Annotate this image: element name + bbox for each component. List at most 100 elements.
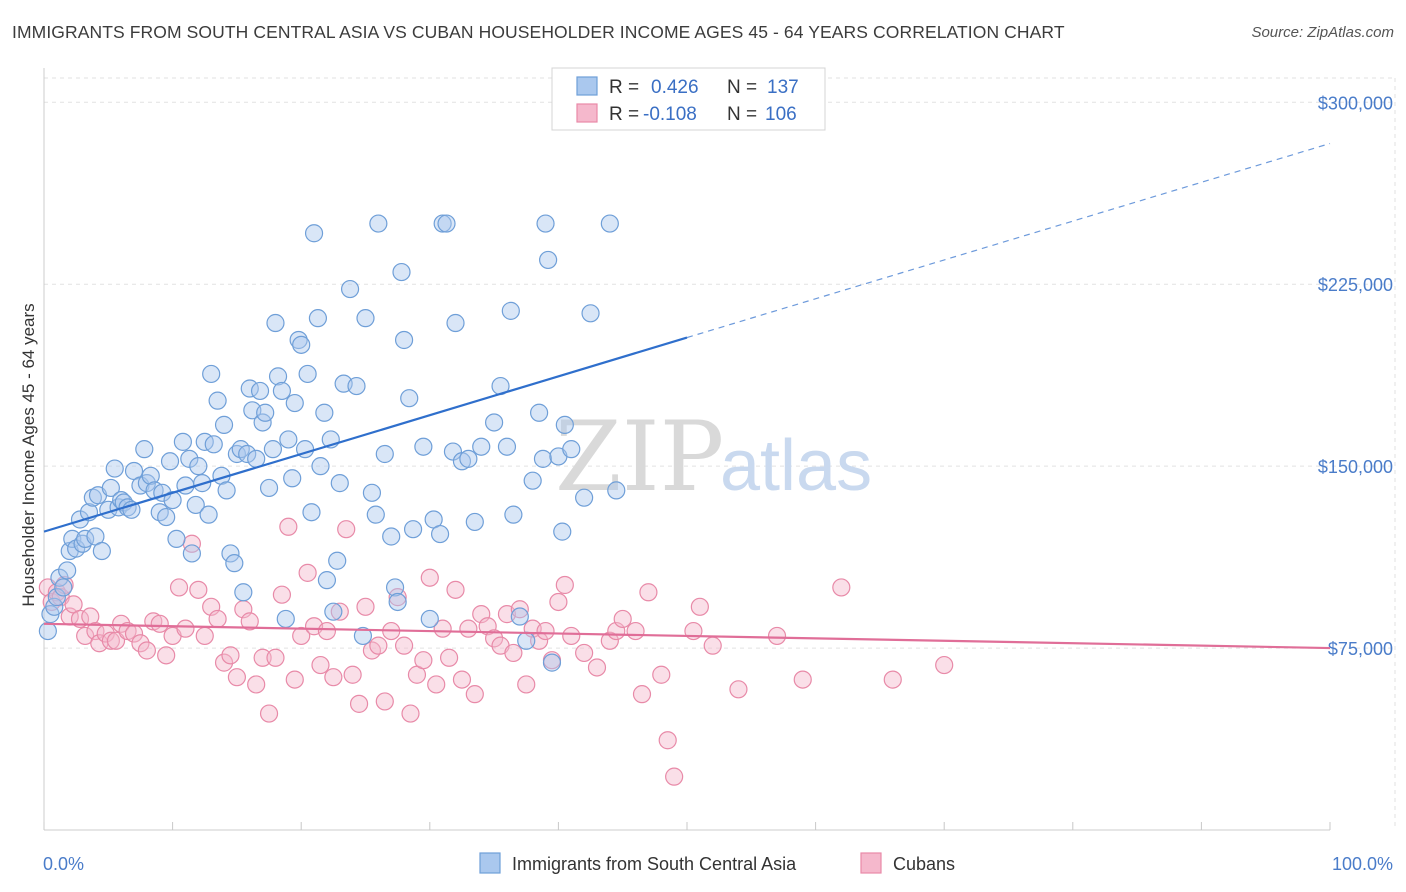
cubans-point-86 xyxy=(575,643,594,663)
cubans-point-48 xyxy=(324,668,343,687)
south-central-asia-point-87 xyxy=(330,474,349,493)
south-central-asia-point-101 xyxy=(394,330,414,350)
cubans-point-104 xyxy=(883,670,902,689)
south-central-asia-point-70 xyxy=(276,609,295,629)
cubans-point-64 xyxy=(427,675,446,694)
south-central-asia-point-77 xyxy=(298,364,317,384)
cubans-point-85 xyxy=(562,626,581,646)
south-central-asia-point-64 xyxy=(256,403,275,422)
south-central-asia-point-93 xyxy=(362,483,382,502)
cubans-point-84 xyxy=(555,575,574,595)
south-central-asia-point-128 xyxy=(542,653,562,672)
y-tick-label-2: $225,000 xyxy=(1318,275,1393,295)
south-central-asia-point-130 xyxy=(553,522,572,541)
cubans-point-88 xyxy=(600,631,619,650)
south-central-asia-point-85 xyxy=(324,602,343,621)
cubans-point-67 xyxy=(446,580,465,599)
cubans-point-44 xyxy=(298,563,317,582)
bottom-legend-swatch-blue xyxy=(479,852,501,874)
south-central-asia-point-79 xyxy=(304,224,324,243)
y-axis-label: Householder Income Ages 45 - 64 years xyxy=(19,303,38,606)
bottom-legend: Immigrants from South Central Asia Cuban… xyxy=(479,852,955,874)
south-central-asia-point-57 xyxy=(234,583,253,602)
south-central-asia-point-36 xyxy=(163,490,182,510)
south-central-asia-point-58 xyxy=(238,444,257,464)
trend-line-south-central-asia xyxy=(43,336,688,533)
cubans-point-46 xyxy=(311,655,330,675)
south-central-asia-point-86 xyxy=(328,551,347,570)
south-central-asia-point-34 xyxy=(157,507,176,527)
cubans-point-55 xyxy=(369,636,388,655)
south-central-asia-point-72 xyxy=(283,469,302,488)
south-central-asia-point-136 xyxy=(607,481,626,500)
cubans-point-78 xyxy=(517,675,536,694)
south-central-asia-point-95 xyxy=(369,214,388,233)
cubans-point-21 xyxy=(150,614,169,633)
source-credit: Source: ZipAtlas.com xyxy=(1251,24,1394,41)
south-central-asia-point-94 xyxy=(366,505,385,524)
cubans-point-94 xyxy=(652,665,671,684)
south-central-asia-point-69 xyxy=(272,381,292,401)
cubans-point-99 xyxy=(703,636,722,655)
south-central-asia-point-74 xyxy=(289,330,308,350)
south-central-asia-point-52 xyxy=(217,481,236,500)
cubans-point-63 xyxy=(420,568,439,587)
cubans-point-59 xyxy=(394,636,414,655)
south-central-asia-point-65 xyxy=(259,478,279,498)
cubans-point-103 xyxy=(832,578,851,597)
south-central-asia-point-109 xyxy=(437,214,456,233)
south-central-asia-point-4 xyxy=(50,568,69,587)
series-south-central-asia-points xyxy=(38,214,626,672)
y-tick-label-3: $300,000 xyxy=(1318,93,1393,113)
cubans-point-22 xyxy=(157,646,176,665)
legend-r-label-blue: R = xyxy=(609,77,639,98)
cubans-point-28 xyxy=(195,626,214,646)
cubans-point-43 xyxy=(292,626,311,646)
cubans-point-66 xyxy=(439,648,459,667)
cubans-point-13 xyxy=(101,631,120,650)
cubans-point-52 xyxy=(349,694,369,713)
south-central-asia-point-19 xyxy=(101,478,120,498)
cubans-point-19 xyxy=(137,641,156,660)
legend-r-value-pink: -0.108 xyxy=(643,104,697,125)
trend-line-cubans xyxy=(43,622,1331,650)
south-central-asia-point-6 xyxy=(58,561,77,580)
cubans-point-42 xyxy=(285,670,304,689)
cubans-point-60 xyxy=(401,704,420,723)
south-central-asia-point-20 xyxy=(105,459,124,478)
cubans-point-91 xyxy=(626,621,645,641)
south-central-asia-point-73 xyxy=(285,393,304,413)
cubans-point-41 xyxy=(279,517,298,536)
south-central-asia-point-42 xyxy=(186,495,205,515)
cubans-point-40 xyxy=(272,585,292,604)
south-central-asia-point-3 xyxy=(47,588,66,607)
south-central-asia-point-53 xyxy=(221,544,240,563)
cubans-point-102 xyxy=(793,670,812,689)
south-central-asia-point-75 xyxy=(292,335,311,354)
cubans-point-25 xyxy=(176,619,195,638)
cubans-point-62 xyxy=(414,651,433,670)
series-cubans-points xyxy=(38,517,954,786)
south-central-asia-point-105 xyxy=(420,609,439,629)
legend-n-value-pink: 106 xyxy=(765,104,797,125)
south-central-asia-point-113 xyxy=(459,449,478,468)
south-central-asia-point-0 xyxy=(38,621,57,641)
south-central-asia-point-102 xyxy=(400,389,419,408)
chart-title: IMMIGRANTS FROM SOUTH CENTRAL ASIA VS CU… xyxy=(12,22,1065,42)
south-central-asia-point-66 xyxy=(263,440,283,459)
legend-r-label-pink: R = xyxy=(609,104,639,125)
south-central-asia-point-91 xyxy=(353,626,373,646)
legend-r-value-blue: 0.426 xyxy=(651,77,699,98)
south-central-asia-point-111 xyxy=(446,313,465,333)
cubans-point-101 xyxy=(767,626,787,646)
south-central-asia-point-127 xyxy=(539,250,558,270)
cubans-point-105 xyxy=(935,655,954,675)
cubans-point-39 xyxy=(266,648,285,667)
south-central-asia-point-132 xyxy=(562,440,581,459)
cubans-point-93 xyxy=(639,583,658,602)
legend-swatch-pink xyxy=(576,103,598,123)
watermark: ZIP atlas xyxy=(555,401,872,513)
cubans-point-36 xyxy=(247,675,266,694)
south-central-asia-point-38 xyxy=(173,432,192,451)
cubans-point-69 xyxy=(459,619,478,638)
